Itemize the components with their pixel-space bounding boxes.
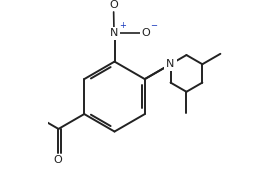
Text: O: O xyxy=(109,0,118,10)
Text: N: N xyxy=(110,28,119,38)
Text: O: O xyxy=(141,28,150,38)
Text: −: − xyxy=(151,21,158,30)
Text: +: + xyxy=(119,21,126,30)
Text: O: O xyxy=(53,155,62,165)
Text: N: N xyxy=(166,59,175,69)
